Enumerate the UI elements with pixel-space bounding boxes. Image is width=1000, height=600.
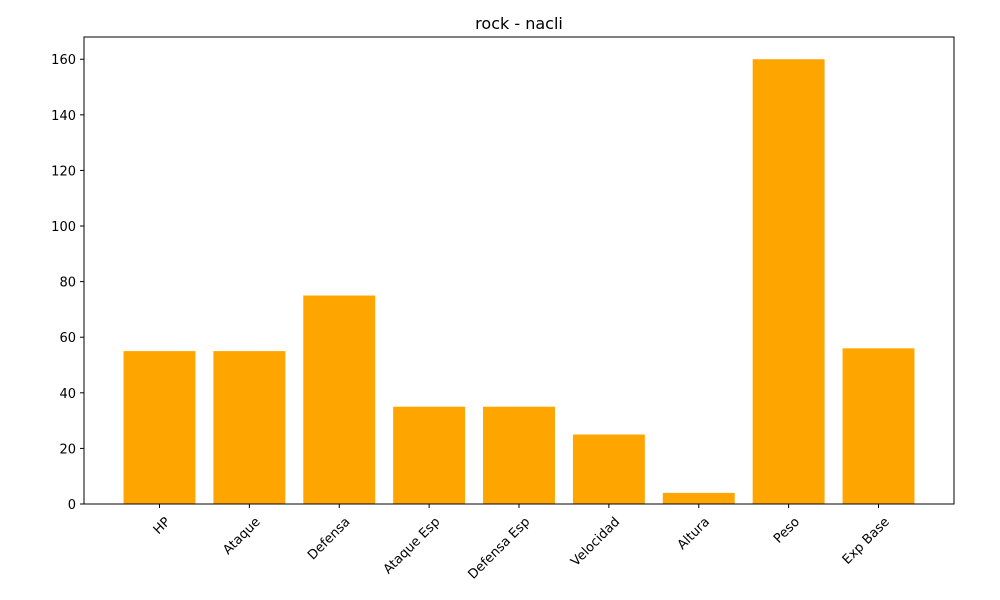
bar-ataque	[213, 351, 286, 504]
bar-altura	[662, 492, 735, 504]
y-tick-label: 160	[51, 53, 76, 68]
x-tick-label: Defensa	[305, 515, 353, 563]
y-axis: 0 20 40 60 80 100 120 140 160	[51, 53, 84, 513]
y-tick-label: 40	[59, 387, 76, 402]
x-tick-label: Ataque Esp	[381, 515, 444, 578]
chart-title: rock - nacli	[475, 14, 563, 33]
y-tick-label: 140	[51, 109, 76, 124]
x-tick-label: Velocidad	[568, 515, 623, 570]
bar-ataque-esp	[393, 406, 466, 504]
x-tick-label: Defensa Esp	[465, 515, 533, 583]
x-tick-label: Peso	[771, 515, 803, 547]
bar-exp-base	[842, 348, 915, 504]
y-tick-label: 0	[68, 498, 76, 513]
x-axis: HP Ataque Defensa Ataque Esp Defensa Esp Velo…	[151, 504, 893, 582]
bar-velocidad	[572, 434, 645, 504]
bars-group	[123, 59, 915, 504]
y-tick-label: 60	[59, 331, 76, 346]
x-tick-label: HP	[151, 515, 174, 538]
y-tick-label: 80	[59, 276, 76, 291]
y-tick-label: 120	[51, 164, 76, 179]
bar-hp	[123, 351, 196, 504]
bar-defensa	[303, 295, 376, 504]
y-tick-label: 20	[59, 442, 76, 457]
x-tick-label: Altura	[675, 515, 713, 553]
x-tick-label: Ataque	[220, 515, 263, 558]
plot-frame	[83, 36, 955, 505]
x-tick-label: Exp Base	[840, 515, 893, 568]
bar-defensa-esp	[483, 406, 555, 504]
y-tick-label: 100	[51, 220, 76, 235]
bar-peso	[752, 59, 825, 504]
